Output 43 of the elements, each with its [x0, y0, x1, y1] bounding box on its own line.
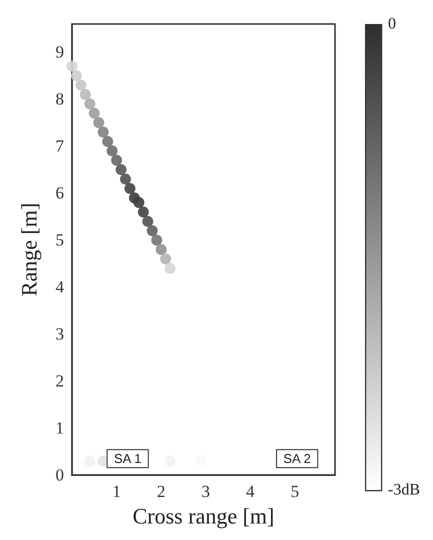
point	[111, 154, 122, 166]
point	[156, 244, 167, 256]
x-tick-label: 3	[201, 482, 210, 502]
y-tick-label: 0	[56, 466, 64, 485]
y-tick-label: 2	[56, 372, 64, 391]
x-tick-label: 4	[246, 482, 256, 502]
point	[80, 88, 91, 100]
point	[75, 80, 86, 91]
point	[124, 182, 136, 194]
y-tick-label: 9	[56, 42, 64, 62]
point	[88, 108, 100, 119]
x-tick-label: 1	[112, 482, 121, 502]
y-axis-title: Range [m]	[16, 202, 42, 296]
x-tick-label: 5	[290, 482, 300, 502]
y-tick-label: 3	[56, 324, 64, 344]
point	[146, 225, 158, 236]
y-tick-label: 5	[56, 230, 64, 250]
point	[93, 117, 104, 128]
point	[164, 262, 176, 274]
point	[106, 145, 118, 156]
point	[142, 216, 154, 227]
point	[151, 234, 162, 246]
y-tick-label: 4	[56, 278, 64, 297]
point	[70, 70, 82, 82]
y-tick-label: 7	[56, 136, 64, 156]
point	[120, 174, 131, 185]
annotation: SA 1	[114, 451, 142, 466]
point	[138, 206, 149, 218]
x-tick-label: 2	[156, 482, 166, 502]
point	[116, 164, 127, 176]
point	[133, 197, 144, 208]
color-bar-label: 0	[388, 16, 396, 32]
x-axis-title: Cross range [m]	[132, 504, 274, 528]
color-bar-label: -3dB	[388, 482, 420, 498]
point	[102, 136, 114, 147]
y-tick-label: 6	[56, 184, 64, 203]
point	[84, 98, 96, 110]
point	[98, 126, 109, 138]
annotation: SA 2	[283, 451, 311, 466]
point	[66, 60, 78, 72]
point	[160, 253, 172, 264]
y-tick-label: 1	[56, 418, 64, 438]
y-tick-label: 8	[56, 90, 64, 109]
